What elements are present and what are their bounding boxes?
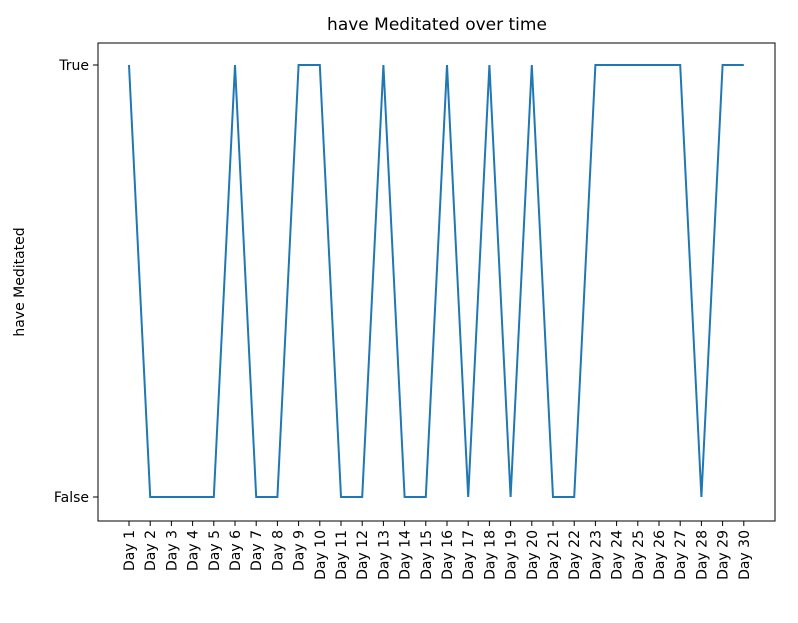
x-tick-label: Day 17 <box>461 530 477 580</box>
x-tick-label: Day 18 <box>482 530 498 580</box>
x-tick-label: Day 12 <box>355 530 371 580</box>
x-tick-label: Day 21 <box>546 530 562 580</box>
y-axis-title: have Meditated <box>12 227 28 336</box>
x-tick-label: Day 13 <box>376 530 392 580</box>
chart-title: have Meditated over time <box>327 15 547 35</box>
x-tick-label: Day 5 <box>207 530 223 571</box>
x-tick-label: Day 8 <box>270 530 286 571</box>
x-tick-label: Day 25 <box>631 530 647 580</box>
y-tick-label: True <box>58 58 89 74</box>
y-tick-label: False <box>54 490 89 506</box>
x-tick-label: Day 30 <box>737 530 753 580</box>
x-tick-label: Day 9 <box>292 530 308 571</box>
x-tick-label: Day 20 <box>525 530 541 580</box>
x-tick-label: Day 15 <box>419 530 435 580</box>
x-tick-label: Day 24 <box>610 530 626 580</box>
plot-area <box>97 42 776 522</box>
x-tick-label: Day 4 <box>186 530 202 571</box>
x-tick-label: Day 29 <box>716 530 732 580</box>
x-axis: Day 1 Day 2 Day 3 Day 4 Day 5 Day 6 Day 7 Day 8… <box>122 521 753 580</box>
x-tick-label: Day 22 <box>567 530 583 580</box>
x-tick-label: Day 14 <box>398 530 414 580</box>
x-tick-label: Day 3 <box>164 530 180 571</box>
x-tick-label: Day 23 <box>588 530 604 580</box>
x-tick-label: Day 1 <box>122 530 138 571</box>
y-axis: False True <box>54 58 98 506</box>
x-tick-label: Day 6 <box>228 530 244 571</box>
x-tick-label: Day 2 <box>143 530 159 571</box>
x-tick-label: Day 10 <box>313 530 329 580</box>
series-line <box>128 64 744 498</box>
x-tick-label: Day 16 <box>440 530 456 580</box>
x-tick-label: Day 27 <box>673 530 689 580</box>
x-tick-label: Day 28 <box>694 530 710 580</box>
x-tick-label: Day 11 <box>334 530 350 580</box>
x-tick-label: Day 7 <box>249 530 265 571</box>
x-tick-label: Day 19 <box>504 530 520 580</box>
x-tick-label: Day 26 <box>652 530 668 580</box>
